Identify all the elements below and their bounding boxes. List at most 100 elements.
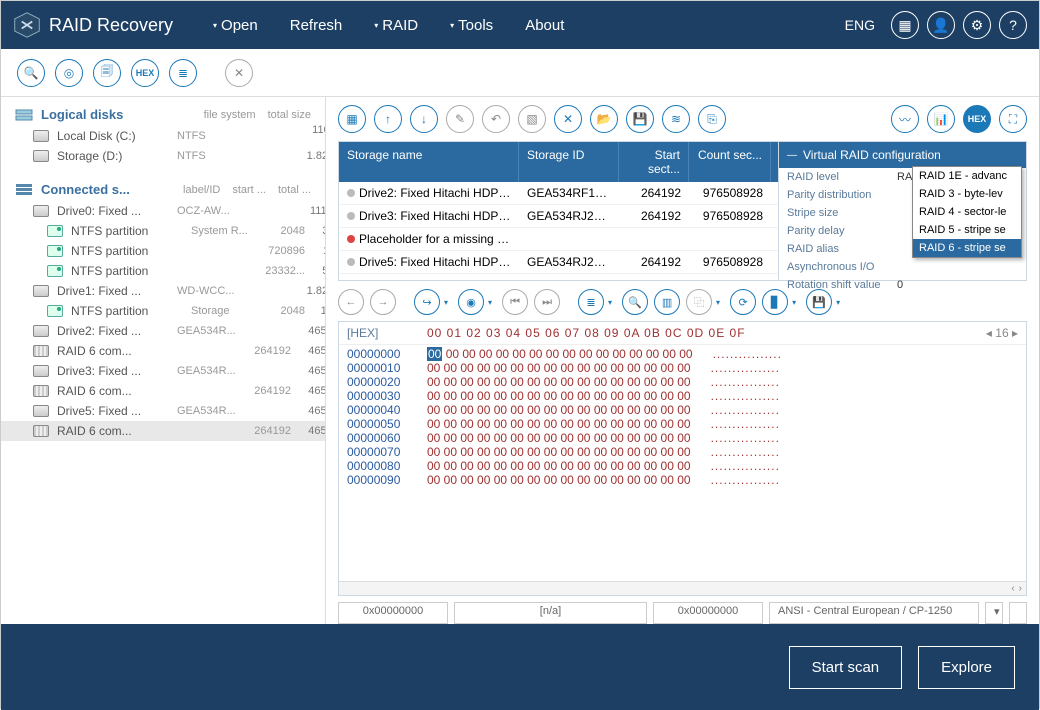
drive-row[interactable]: Drive0: Fixed ...OCZ-AW...111.7... xyxy=(1,201,325,221)
table-row[interactable]: Drive3: Fixed Hitachi HDP7250...GEA534RJ… xyxy=(339,205,778,228)
offset1-field[interactable]: 0x00000000 xyxy=(338,602,448,624)
config-row[interactable]: Rotation shift value0 xyxy=(779,276,1026,294)
hex-row[interactable]: 0000006000 00 00 00 00 00 00 00 00 00 00… xyxy=(347,431,1018,445)
col-count-sectors[interactable]: Count sec... xyxy=(689,142,771,182)
target-icon[interactable]: ◎ xyxy=(55,59,83,87)
menu-refresh[interactable]: Refresh xyxy=(274,17,359,34)
activity-icon[interactable]: 〰 xyxy=(891,105,919,133)
export-icon[interactable]: ⎘ xyxy=(698,105,726,133)
hex-row[interactable]: 0000002000 00 00 00 00 00 00 00 00 00 00… xyxy=(347,375,1018,389)
encoding-dd-icon[interactable]: ▾ xyxy=(985,602,1003,624)
settings-button[interactable]: ⚙ xyxy=(963,11,991,39)
menu-raid[interactable]: ▾RAID xyxy=(358,17,434,34)
hex-row[interactable]: 0000009000 00 00 00 00 00 00 00 00 00 00… xyxy=(347,473,1018,487)
drive-row[interactable]: Drive3: Fixed ...GEA534R...465.7... xyxy=(1,361,325,381)
dropdown-option[interactable]: RAID 3 - byte-lev xyxy=(913,185,1021,203)
dropdown-option[interactable]: RAID 6 - stripe se xyxy=(913,239,1021,257)
col-start-sector[interactable]: Start sect... xyxy=(619,142,689,182)
save-icon[interactable]: 💾 xyxy=(626,105,654,133)
prev-chunk-icon[interactable]: ⏮ xyxy=(502,289,528,315)
encoding-extra[interactable] xyxy=(1009,602,1027,624)
partition-row[interactable]: NTFS partitionSystem R...2048350.0... xyxy=(1,221,325,241)
config-row[interactable]: Asynchronous I/O xyxy=(779,258,1026,276)
dropdown-option[interactable]: RAID 1E - advanc xyxy=(913,167,1021,185)
raid-level-dropdown[interactable]: RAID 1E - advancRAID 3 - byte-levRAID 4 … xyxy=(912,166,1022,258)
col-storage-name[interactable]: Storage name xyxy=(339,142,519,182)
hex-rows[interactable]: 0000000000 00 00 00 00 00 00 00 00 00 00… xyxy=(339,345,1026,581)
copy-dd-icon[interactable]: ▾ xyxy=(716,298,720,307)
hex-row[interactable]: 0000008000 00 00 00 00 00 00 00 00 00 00… xyxy=(347,459,1018,473)
list-icon[interactable]: ≣ xyxy=(169,59,197,87)
save-dd-icon[interactable]: ▾ xyxy=(836,298,840,307)
raid-row[interactable]: RAID 6 com...264192465.6... xyxy=(1,341,325,361)
drive-row[interactable]: Drive1: Fixed ...WD-WCC...1.82 TB xyxy=(1,281,325,301)
up-arrow-icon[interactable]: ↑ xyxy=(374,105,402,133)
start-scan-button[interactable]: Start scan xyxy=(789,646,903,689)
menu-tools[interactable]: ▾Tools xyxy=(434,17,509,34)
forward-icon[interactable]: → xyxy=(370,289,396,315)
hex-toggle-icon[interactable]: HEX xyxy=(131,59,159,87)
table-row[interactable]: Drive2: Fixed Hitachi HDP7250...GEA534RF… xyxy=(339,182,778,205)
columns-dd-icon[interactable]: ▾ xyxy=(792,298,796,307)
raid-row[interactable]: RAID 6 com...264192465.6... xyxy=(1,381,325,401)
undo-icon[interactable]: ↶ xyxy=(482,105,510,133)
chart-icon[interactable]: 📊 xyxy=(927,105,955,133)
search2-icon[interactable]: 🔍 xyxy=(622,289,648,315)
hex-row[interactable]: 0000003000 00 00 00 00 00 00 00 00 00 00… xyxy=(347,389,1018,403)
grid-icon[interactable]: ▦ xyxy=(338,105,366,133)
collapse-icon[interactable]: — xyxy=(787,150,797,161)
next-chunk-icon[interactable]: ⏭ xyxy=(534,289,560,315)
hex-page[interactable]: ◂ 16 ▸ xyxy=(986,326,1018,340)
hex-row[interactable]: 0000005000 00 00 00 00 00 00 00 00 00 00… xyxy=(347,417,1018,431)
close-icon[interactable]: ✕ xyxy=(225,59,253,87)
goto-dd-icon[interactable]: ▾ xyxy=(444,298,448,307)
dropdown-option[interactable]: RAID 4 - sector-le xyxy=(913,203,1021,221)
goto-icon[interactable]: ↪ xyxy=(414,289,440,315)
hex-mode-icon[interactable]: HEX xyxy=(963,105,991,133)
panel-icon[interactable]: ▥ xyxy=(654,289,680,315)
drive-row[interactable]: Drive5: Fixed ...GEA534R...465.7... xyxy=(1,401,325,421)
edit-icon[interactable]: ✎ xyxy=(446,105,474,133)
encoding-select[interactable]: ANSI - Central European / CP-1250 xyxy=(769,602,979,624)
back-icon[interactable]: ← xyxy=(338,289,364,315)
search-icon[interactable]: 🔍 xyxy=(17,59,45,87)
bookmark-dd-icon[interactable]: ▾ xyxy=(488,298,492,307)
table-row[interactable]: Drive5: Fixed Hitachi HDP7250...GEA534RJ… xyxy=(339,251,778,274)
layout-button[interactable]: ▦ xyxy=(891,11,919,39)
table-row[interactable]: Placeholder for a missing drive xyxy=(339,228,778,251)
expand-icon[interactable]: ⛶ xyxy=(999,105,1027,133)
copy-icon[interactable]: ⿻ xyxy=(686,289,712,315)
offset2-field[interactable]: 0x00000000 xyxy=(653,602,763,624)
list-dd-icon[interactable]: ▾ xyxy=(608,298,612,307)
col-storage-id[interactable]: Storage ID xyxy=(519,142,619,182)
list2-icon[interactable]: ≣ xyxy=(578,289,604,315)
menu-about[interactable]: About xyxy=(509,17,580,34)
menu-open[interactable]: ▾Open xyxy=(197,17,274,34)
hex-row[interactable]: 0000004000 00 00 00 00 00 00 00 00 00 00… xyxy=(347,403,1018,417)
down-arrow-icon[interactable]: ↓ xyxy=(410,105,438,133)
na-field[interactable]: [n/a] xyxy=(454,602,647,624)
hex-row[interactable]: 0000007000 00 00 00 00 00 00 00 00 00 00… xyxy=(347,445,1018,459)
partition-row[interactable]: NTFS partitionStorage20481.82 TB xyxy=(1,301,325,321)
user-button[interactable]: 👤 xyxy=(927,11,955,39)
bookmark-icon[interactable]: ◉ xyxy=(458,289,484,315)
drive-row[interactable]: Drive2: Fixed ...GEA534R...465.7... xyxy=(1,321,325,341)
select-icon[interactable]: ▧ xyxy=(518,105,546,133)
doc-icon[interactable]: 🗐 xyxy=(93,59,121,87)
logical-disk-row[interactable]: Local Disk (C:)NTFS110.91 GB xyxy=(1,126,325,146)
explore-button[interactable]: Explore xyxy=(918,646,1015,689)
hex-row[interactable]: 0000000000 00 00 00 00 00 00 00 00 00 00… xyxy=(347,347,1018,361)
raid-row[interactable]: RAID 6 com...264192465.6... xyxy=(1,421,325,441)
delete-icon[interactable]: ✕ xyxy=(554,105,582,133)
partition-row[interactable]: NTFS partition720896110.9... xyxy=(1,241,325,261)
dropdown-option[interactable]: RAID 5 - stripe se xyxy=(913,221,1021,239)
hex-scrollbar[interactable]: ‹› xyxy=(339,581,1026,595)
language-selector[interactable]: ENG xyxy=(845,17,875,33)
help-button[interactable]: ? xyxy=(999,11,1027,39)
partition-row[interactable]: NTFS partition23332...545.0... xyxy=(1,261,325,281)
logical-disk-row[interactable]: Storage (D:)NTFS1.82 TB xyxy=(1,146,325,166)
open-folder-icon[interactable]: 📂 xyxy=(590,105,618,133)
reload-icon[interactable]: ⟳ xyxy=(730,289,756,315)
layers-icon[interactable]: ≋ xyxy=(662,105,690,133)
hex-row[interactable]: 0000001000 00 00 00 00 00 00 00 00 00 00… xyxy=(347,361,1018,375)
